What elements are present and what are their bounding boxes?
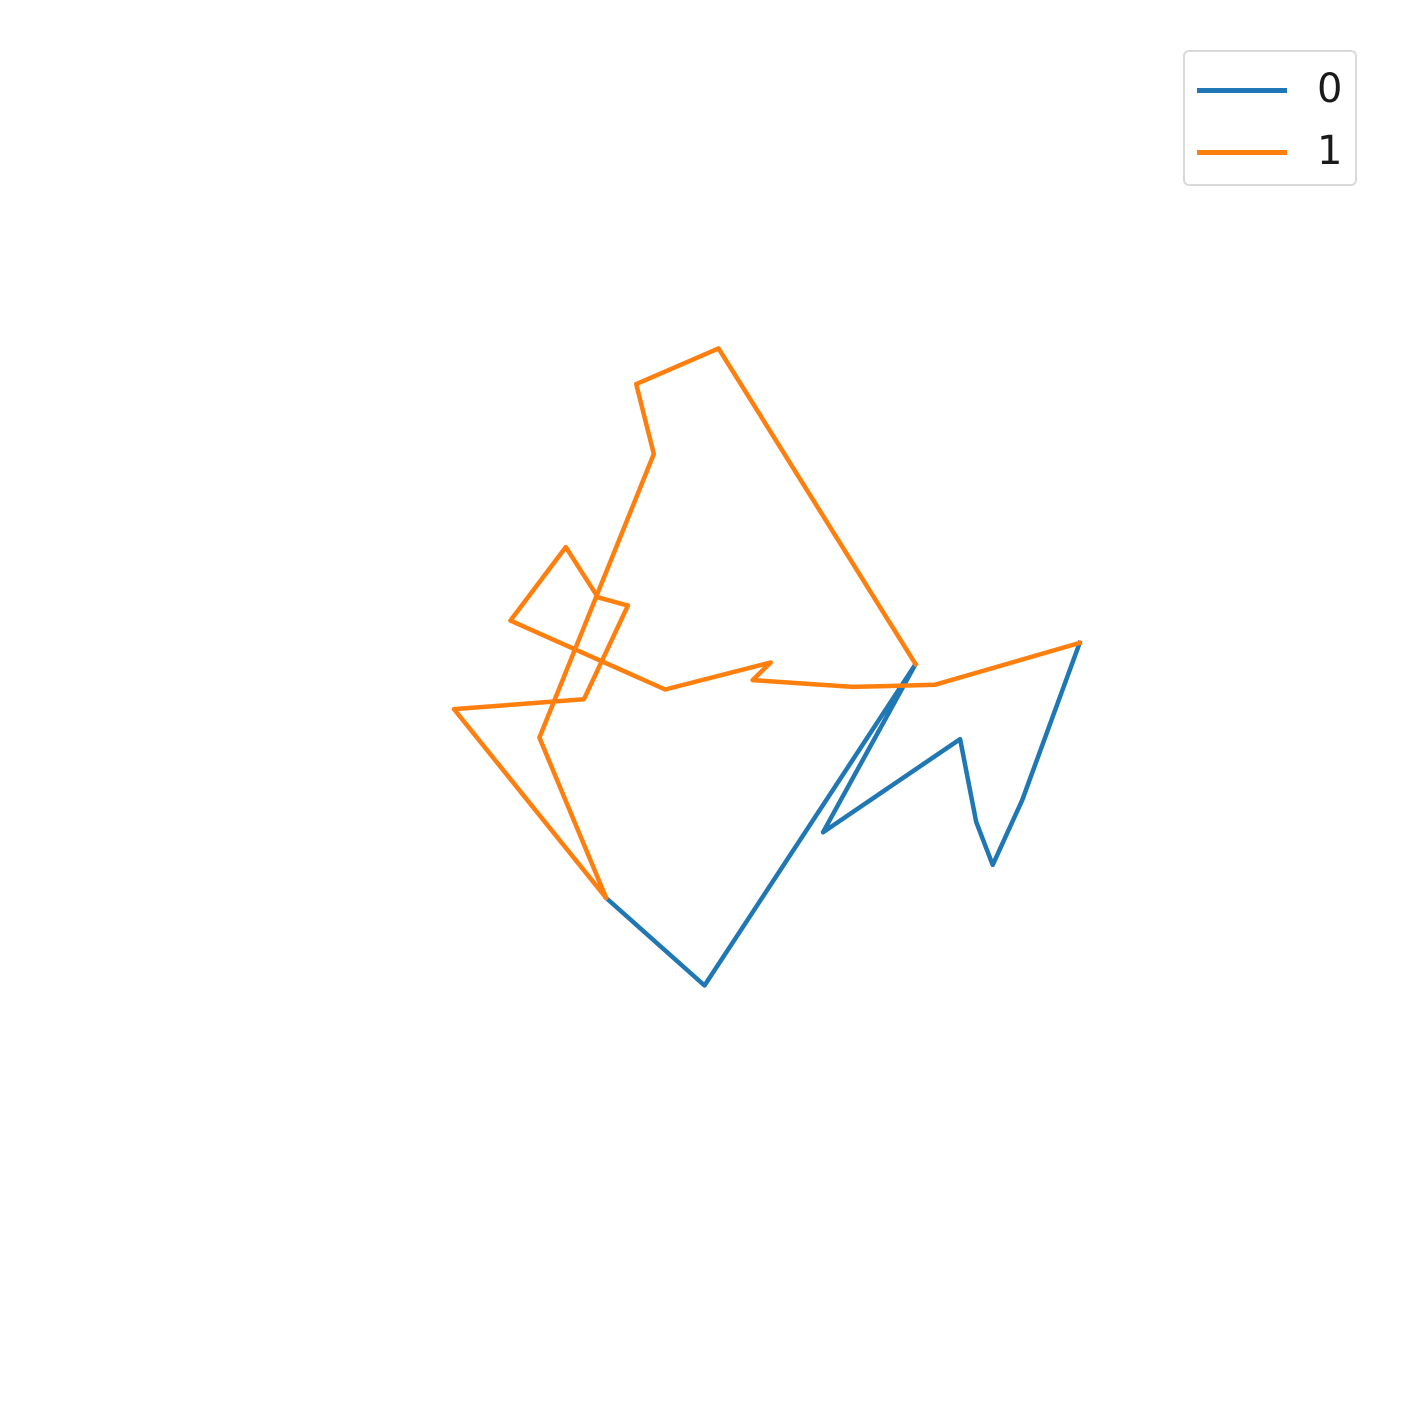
legend-item-series-1: 1 [1197,131,1347,171]
legend-item-series-0: 0 [1197,69,1347,109]
legend: 0 1 [1183,50,1357,186]
series-line-0 [603,640,1083,988]
legend-label-series-0: 0 [1317,66,1343,112]
plot-area [451,346,1083,988]
series-line-1 [451,346,1083,901]
legend-swatch-series-0 [1197,88,1287,93]
legend-swatch-series-1 [1197,150,1287,155]
legend-label-series-1: 1 [1317,128,1343,174]
